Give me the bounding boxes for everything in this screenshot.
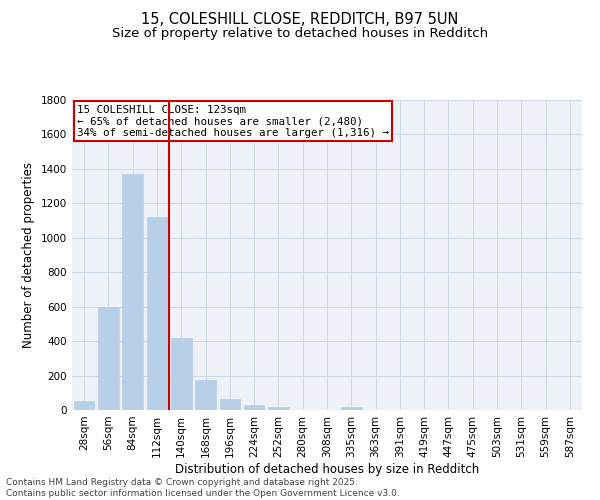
Bar	[244, 405, 265, 410]
Text: 15, COLESHILL CLOSE, REDDITCH, B97 5UN: 15, COLESHILL CLOSE, REDDITCH, B97 5UN	[142, 12, 458, 28]
Y-axis label: Number of detached properties: Number of detached properties	[22, 162, 35, 348]
Text: Size of property relative to detached houses in Redditch: Size of property relative to detached ho…	[112, 28, 488, 40]
Bar	[341, 407, 362, 410]
Bar	[171, 338, 191, 410]
Bar	[268, 407, 289, 410]
X-axis label: Distribution of detached houses by size in Redditch: Distribution of detached houses by size …	[175, 462, 479, 475]
Bar	[195, 380, 216, 410]
Bar	[74, 402, 94, 410]
Bar	[220, 399, 240, 410]
Bar	[146, 217, 167, 410]
Text: Contains HM Land Registry data © Crown copyright and database right 2025.
Contai: Contains HM Land Registry data © Crown c…	[6, 478, 400, 498]
Bar	[98, 306, 119, 410]
Bar	[122, 174, 143, 410]
Text: 15 COLESHILL CLOSE: 123sqm
← 65% of detached houses are smaller (2,480)
34% of s: 15 COLESHILL CLOSE: 123sqm ← 65% of deta…	[77, 104, 389, 138]
